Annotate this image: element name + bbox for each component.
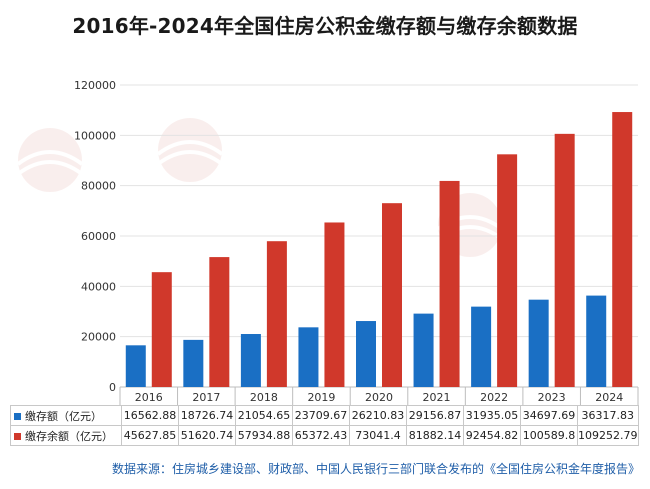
bar-series2 [209, 257, 230, 387]
bar-series1 [240, 334, 261, 387]
watermark-logo [156, 118, 224, 182]
bar-series2 [439, 180, 460, 387]
table-cell: 34697.69 [520, 405, 578, 426]
watermark-logo [16, 128, 84, 192]
source-note: 数据来源：住房城乡建设部、财政部、中国人民银行三部门联合发布的《全国住房公积金年… [111, 462, 640, 476]
table-row-header: 缴存余额（亿元） [10, 425, 122, 446]
y-tick-label: 60000 [81, 230, 116, 243]
table-cell: 36317.83 [577, 405, 639, 426]
bar-series1 [183, 339, 204, 387]
bar-series1 [413, 313, 434, 387]
table-cell: 51620.74 [178, 425, 236, 446]
y-tick-label: 20000 [81, 331, 116, 344]
legend-swatch-series2 [14, 432, 21, 440]
table-cell: 100589.8 [520, 425, 578, 446]
table-cell: 45627.85 [121, 425, 179, 446]
table-cell: 81882.14 [406, 425, 464, 446]
table-cell: 23709.67 [292, 405, 350, 426]
table-row-header: 缴存额（亿元） [10, 405, 122, 426]
bar-series2 [324, 222, 345, 387]
table-cell: 73041.4 [349, 425, 407, 446]
bar-chart: 0 20000 40000 60000 80000 100000 120000 2016 201… [74, 79, 639, 405]
x-tick-label: 2024 [595, 391, 623, 404]
table-cell: 18726.74 [178, 405, 236, 426]
table-cell: 21054.65 [235, 405, 293, 426]
y-tick-label: 0 [109, 381, 116, 394]
bar-series2 [266, 241, 287, 387]
table-row: 缴存额（亿元） 16562.88 18726.74 21054.65 23709… [10, 405, 639, 426]
x-tick-label: 2022 [480, 391, 508, 404]
table-cell: 57934.88 [235, 425, 293, 446]
bar-series1 [298, 327, 319, 387]
legend-swatch-series1 [14, 412, 21, 420]
bar-series2 [612, 112, 633, 387]
table-cell: 29156.87 [406, 405, 464, 426]
x-tick-label: 2016 [135, 391, 163, 404]
bar-series1 [586, 295, 607, 387]
bar-series2 [497, 154, 518, 387]
bar-series2 [554, 133, 575, 387]
y-tick-label: 80000 [81, 180, 116, 193]
chart-title: 2016年-2024年全国住房公积金缴存额与缴存余额数据 [72, 14, 578, 38]
bar-series1 [528, 299, 549, 387]
y-tick-label: 120000 [74, 79, 116, 92]
bar-series1 [356, 321, 376, 387]
x-tick-label: 2018 [250, 391, 278, 404]
bar-series2 [382, 203, 402, 387]
legend-label-series2: 缴存余额（亿元） [25, 429, 113, 443]
table-row: 缴存余额（亿元） 45627.85 51620.74 57934.88 6537… [10, 425, 639, 446]
bar-series1 [471, 306, 492, 387]
x-tick-label: 2017 [192, 391, 220, 404]
table-cell: 92454.82 [463, 425, 521, 446]
x-tick-label: 2019 [307, 391, 335, 404]
data-table: 缴存额（亿元） 16562.88 18726.74 21054.65 23709… [10, 405, 639, 446]
legend-label-series1: 缴存额（亿元） [25, 409, 102, 423]
y-tick-label: 40000 [81, 280, 116, 293]
table-cell: 16562.88 [121, 405, 179, 426]
x-tick-label: 2021 [423, 391, 451, 404]
table-cell: 65372.43 [292, 425, 350, 446]
table-cell: 26210.83 [349, 405, 407, 426]
bar-series2 [151, 272, 172, 387]
x-tick-label: 2023 [538, 391, 566, 404]
table-cell: 109252.79 [577, 425, 639, 446]
x-tick-label: 2020 [365, 391, 393, 404]
bar-series1 [125, 345, 146, 387]
y-tick-label: 100000 [74, 129, 116, 142]
table-cell: 31935.05 [463, 405, 521, 426]
